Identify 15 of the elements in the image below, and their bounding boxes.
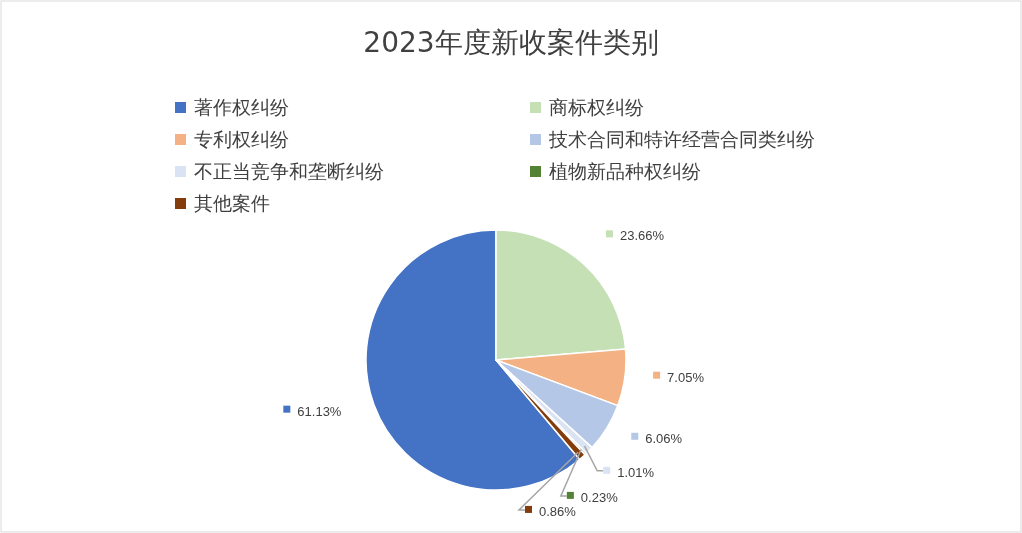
data-label: 61.13% xyxy=(297,403,342,419)
chart-title: 2023年度新收案件类别 xyxy=(363,26,659,59)
data-label: 0.23% xyxy=(580,489,619,505)
data-label: 23.66% xyxy=(619,228,665,244)
legend-label: 专利权纠纷 xyxy=(194,127,289,150)
data-label: 1.01% xyxy=(617,464,655,480)
data-label: 7.05% xyxy=(667,369,705,385)
legend-label: 植物新品种权纠纷 xyxy=(549,159,701,182)
legend-label: 商标权纠纷 xyxy=(549,95,644,118)
legend-label: 其他案件 xyxy=(194,191,270,214)
legend-label: 不正当竞争和垄断纠纷 xyxy=(194,159,384,182)
legend-label: 技术合同和特许经营合同类纠纷 xyxy=(548,127,815,150)
legend-label: 著作权纠纷 xyxy=(194,95,289,118)
data-label: 6.06% xyxy=(645,430,683,446)
data-label: 0.86% xyxy=(539,503,577,519)
